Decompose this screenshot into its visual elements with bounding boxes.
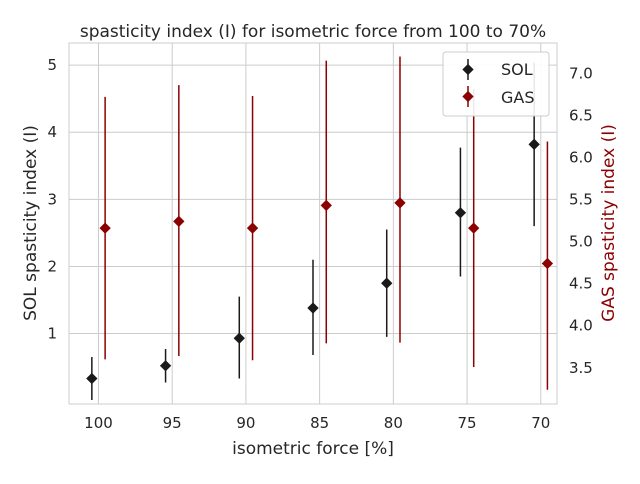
legend-sol-label: SOL xyxy=(501,60,533,79)
y-tick-label-right: 6.5 xyxy=(569,106,593,124)
y-tick-label-right: 5.5 xyxy=(569,191,593,209)
x-tick-label: 80 xyxy=(384,414,403,432)
x-tick-label: 90 xyxy=(236,414,255,432)
ticks: 100 95 90 85 80 75 70 1 2 3 4 5 3.5 4.0 4.5 5.0 5.5 6.0 6.… xyxy=(47,56,592,432)
gas-point xyxy=(320,199,332,212)
y-tick-label-right: 5.0 xyxy=(569,233,593,251)
y-tick-label-left: 2 xyxy=(47,257,57,275)
sol-point xyxy=(528,138,540,150)
x-axis-label: isometric force [%] xyxy=(232,439,394,459)
chart-title: spasticity index (I) for isometric force… xyxy=(80,22,546,42)
y-tick-label-right: 4.5 xyxy=(569,275,593,293)
y-tick-label-right: 6.0 xyxy=(569,148,593,166)
sol-point xyxy=(159,360,172,372)
y-tick-label-left: 1 xyxy=(47,325,57,343)
x-tick-label: 85 xyxy=(310,414,329,432)
x-tick-label: 95 xyxy=(163,414,182,432)
y-tick-label-left: 4 xyxy=(47,123,57,141)
y-axis-label-left: SOL spasticity index (I) xyxy=(21,125,41,321)
gas-point xyxy=(468,222,480,234)
sol-point xyxy=(454,207,467,219)
gas-point xyxy=(173,215,185,228)
legend-gas-label: GAS xyxy=(501,88,535,107)
y-tick-label-right: 7.0 xyxy=(569,64,593,82)
legend: SOL GAS xyxy=(442,51,550,117)
gas-point xyxy=(394,197,406,209)
x-tick-label: 100 xyxy=(84,414,113,432)
sol-point xyxy=(307,302,319,314)
y-tick-label-right: 3.5 xyxy=(569,359,593,377)
x-tick-label: 70 xyxy=(531,414,550,432)
y-axis-label-right: GAS spasticity index (I) xyxy=(599,124,619,322)
y-tick-label-right: 4.0 xyxy=(569,317,593,335)
sol-point xyxy=(381,277,393,289)
x-tick-label: 75 xyxy=(458,414,477,432)
gas-point xyxy=(541,257,554,270)
y-tick-label-left: 5 xyxy=(47,56,57,74)
data-marks xyxy=(86,56,554,400)
y-tick-label-left: 3 xyxy=(47,190,57,208)
sol-point xyxy=(233,332,245,344)
